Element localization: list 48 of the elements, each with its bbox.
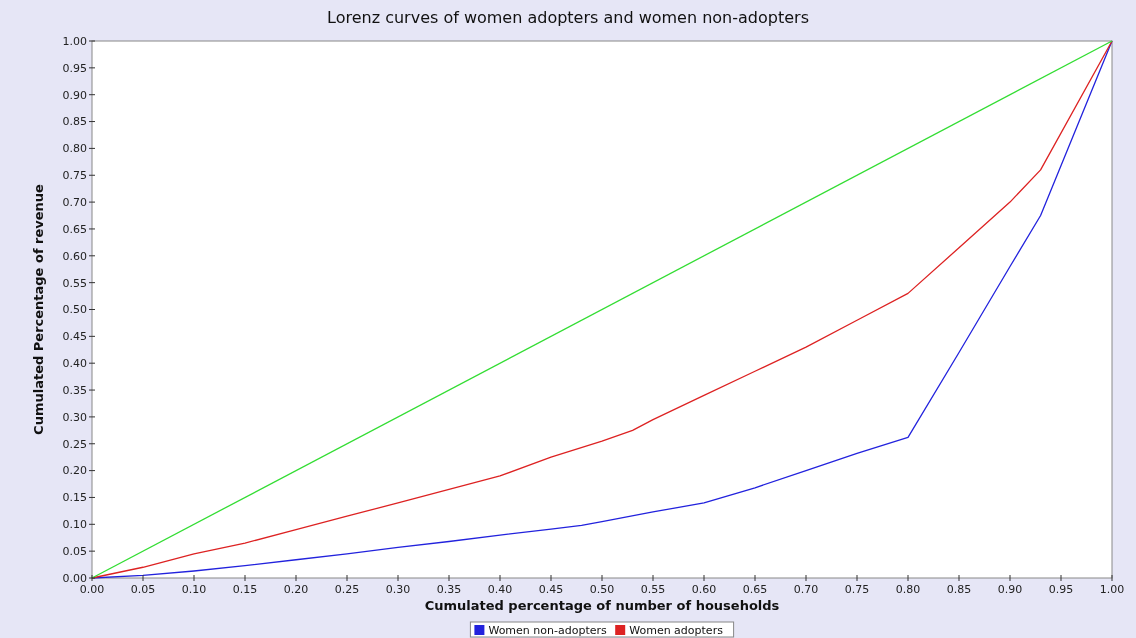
- x-tick-label: 0.55: [640, 583, 666, 596]
- x-tick-label: 0.60: [691, 583, 717, 596]
- x-tick-label: 0.95: [1048, 583, 1074, 596]
- y-tick-label: 0.75: [62, 169, 87, 183]
- chart-title: Lorenz curves of women adopters and women non-adopters: [327, 8, 809, 27]
- x-tick-label: 0.05: [130, 583, 156, 596]
- x-tick-label: 0.65: [742, 583, 768, 596]
- y-tick-label: 0.45: [62, 330, 87, 344]
- x-tick-label: 0.80: [895, 583, 921, 596]
- x-tick-label: 0.10: [181, 583, 207, 596]
- y-tick-label: 0.05: [62, 545, 87, 558]
- y-tick-label: 0.20: [62, 464, 87, 478]
- y-tick-label: 0.80: [62, 142, 87, 156]
- y-tick-label: 0.90: [62, 88, 87, 102]
- y-tick-label: 0.25: [62, 437, 87, 451]
- x-tick-label: 1.00: [1099, 583, 1125, 596]
- x-tick-label: 0.20: [283, 583, 309, 596]
- y-tick-label: 0.35: [62, 383, 87, 397]
- legend-label: Women adopters: [629, 623, 724, 637]
- y-tick-label: 0.60: [62, 249, 87, 263]
- x-tick-label: 0.75: [844, 583, 870, 596]
- x-tick-label: 0.25: [334, 583, 360, 596]
- x-tick-label: 0.30: [385, 583, 411, 596]
- y-tick-label: 0.50: [62, 303, 87, 317]
- line-series: [91, 40, 1113, 579]
- y-tick-label: 0.70: [62, 195, 87, 209]
- x-tick-label: 0.90: [997, 583, 1023, 596]
- y-tick-label: 1.00: [62, 34, 87, 48]
- x-tick-label: 0.70: [793, 583, 819, 596]
- y-tick-label: 0.65: [62, 222, 87, 236]
- x-tick-label: 0.85: [946, 583, 972, 596]
- x-tick-label: 0.15: [232, 583, 258, 596]
- x-tick-label: 0.00: [79, 583, 105, 596]
- y-axis-title: Cumulated Percentage of revenue: [31, 183, 46, 435]
- x-tick-label: 0.40: [487, 583, 513, 596]
- y-tick-label: 0.30: [62, 410, 87, 424]
- y-tick-label: 0.40: [62, 357, 87, 371]
- legend-label: Women non-adopters: [488, 623, 607, 637]
- y-tick-label: 0.55: [62, 276, 87, 290]
- y-tick-label: 0.00: [62, 571, 87, 585]
- x-tick-label: 0.50: [589, 583, 615, 596]
- x-tick-label: 0.35: [436, 583, 462, 596]
- y-tick-label: 0.95: [62, 61, 87, 75]
- y-tick-label: 0.15: [62, 491, 87, 505]
- x-tick-label: 0.45: [538, 583, 564, 596]
- y-tick-label: 0.85: [62, 115, 87, 129]
- y-tick-label: 0.10: [62, 518, 87, 532]
- x-axis-title: Cumulated percentage of number of households: [424, 598, 780, 613]
